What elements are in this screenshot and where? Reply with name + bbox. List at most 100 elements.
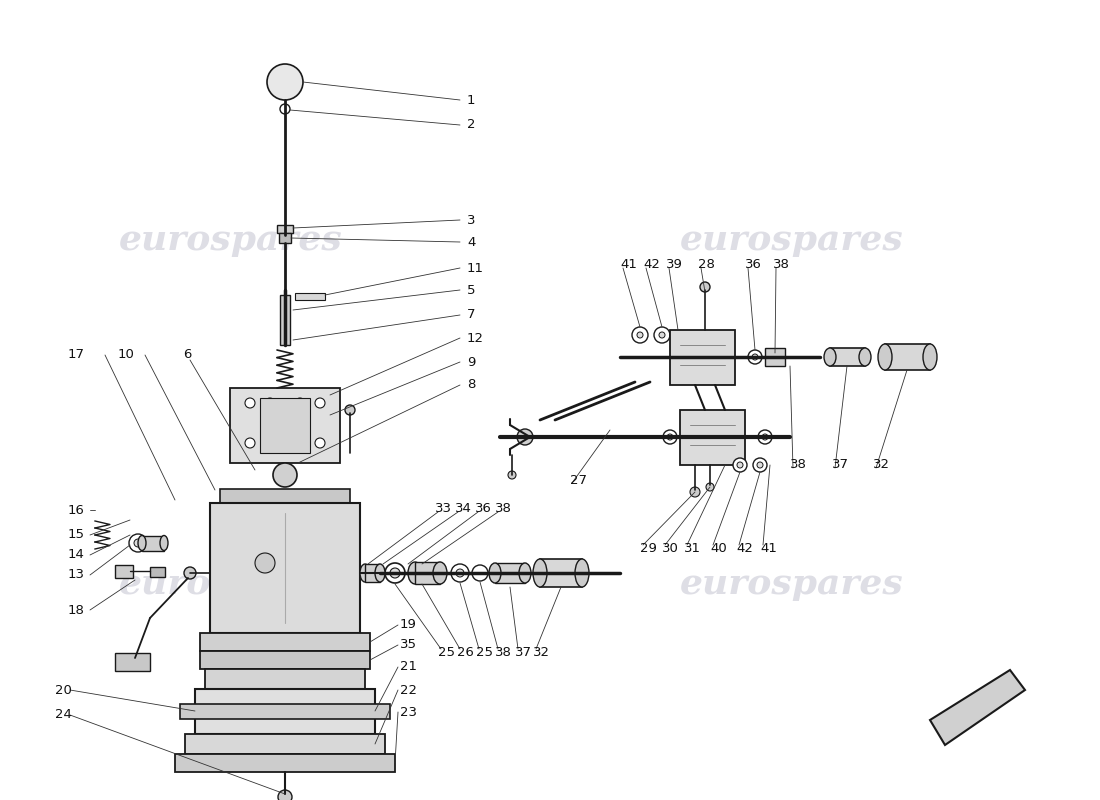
Circle shape bbox=[255, 553, 275, 573]
Text: 28: 28 bbox=[698, 258, 715, 271]
Circle shape bbox=[456, 569, 464, 577]
Text: 19: 19 bbox=[400, 618, 417, 631]
Circle shape bbox=[265, 438, 275, 448]
Circle shape bbox=[315, 398, 324, 408]
Circle shape bbox=[748, 350, 762, 364]
Circle shape bbox=[752, 354, 758, 360]
Circle shape bbox=[278, 790, 292, 800]
Ellipse shape bbox=[859, 348, 871, 366]
Text: 42: 42 bbox=[736, 542, 752, 554]
Ellipse shape bbox=[360, 564, 370, 582]
Text: 38: 38 bbox=[495, 502, 512, 514]
Text: 23: 23 bbox=[400, 706, 417, 718]
Bar bbox=[200, 651, 370, 669]
Circle shape bbox=[663, 430, 676, 444]
Text: eurospares: eurospares bbox=[680, 567, 904, 601]
Circle shape bbox=[733, 458, 747, 472]
Text: 7: 7 bbox=[468, 309, 475, 322]
Circle shape bbox=[762, 434, 768, 440]
Text: 38: 38 bbox=[790, 458, 807, 471]
Text: 2: 2 bbox=[468, 118, 475, 131]
Bar bbox=[260, 398, 310, 453]
Text: 26: 26 bbox=[456, 646, 474, 659]
Text: 38: 38 bbox=[495, 646, 512, 659]
Bar bbox=[277, 225, 293, 233]
Text: 16: 16 bbox=[68, 503, 85, 517]
Circle shape bbox=[273, 463, 297, 487]
Polygon shape bbox=[930, 670, 1025, 745]
Text: 15: 15 bbox=[68, 529, 85, 542]
Text: 39: 39 bbox=[666, 258, 683, 271]
Text: 1: 1 bbox=[468, 94, 475, 106]
Bar bbox=[175, 754, 395, 772]
Ellipse shape bbox=[824, 348, 836, 366]
Bar bbox=[150, 567, 165, 577]
Text: 12: 12 bbox=[468, 331, 484, 345]
Bar bbox=[680, 410, 745, 465]
Circle shape bbox=[637, 332, 644, 338]
Text: 25: 25 bbox=[476, 646, 493, 659]
Ellipse shape bbox=[160, 535, 168, 550]
Circle shape bbox=[667, 434, 673, 440]
Ellipse shape bbox=[408, 562, 422, 584]
Bar bbox=[495, 563, 525, 583]
Text: 18: 18 bbox=[68, 603, 85, 617]
Text: 29: 29 bbox=[640, 542, 657, 554]
Ellipse shape bbox=[433, 562, 447, 584]
Text: 27: 27 bbox=[570, 474, 587, 486]
Text: 17: 17 bbox=[68, 349, 85, 362]
Circle shape bbox=[267, 64, 303, 100]
Circle shape bbox=[690, 487, 700, 497]
Circle shape bbox=[129, 534, 147, 552]
Text: 31: 31 bbox=[684, 542, 701, 554]
Circle shape bbox=[632, 327, 648, 343]
Text: 32: 32 bbox=[873, 458, 890, 471]
Text: 36: 36 bbox=[745, 258, 762, 271]
Text: 38: 38 bbox=[773, 258, 790, 271]
Text: 32: 32 bbox=[534, 646, 550, 659]
Bar bbox=[886, 344, 929, 370]
Text: eurospares: eurospares bbox=[680, 223, 904, 257]
Bar bbox=[415, 562, 440, 584]
Text: 35: 35 bbox=[400, 638, 417, 651]
Text: 37: 37 bbox=[515, 646, 532, 659]
Text: 42: 42 bbox=[644, 258, 660, 271]
Bar bbox=[764, 348, 785, 366]
Text: 24: 24 bbox=[55, 709, 72, 722]
Text: 11: 11 bbox=[468, 262, 484, 274]
Bar bbox=[200, 633, 370, 651]
Bar bbox=[295, 293, 324, 300]
Text: 9: 9 bbox=[468, 355, 475, 369]
Text: 34: 34 bbox=[455, 502, 472, 514]
Circle shape bbox=[245, 438, 255, 448]
Text: 20: 20 bbox=[55, 683, 72, 697]
Text: 5: 5 bbox=[468, 283, 475, 297]
Circle shape bbox=[295, 438, 305, 448]
Bar bbox=[185, 734, 385, 754]
Circle shape bbox=[700, 282, 710, 292]
Text: 37: 37 bbox=[832, 458, 849, 471]
Circle shape bbox=[659, 332, 666, 338]
Circle shape bbox=[184, 567, 196, 579]
Circle shape bbox=[245, 398, 255, 408]
Circle shape bbox=[517, 429, 534, 445]
Text: 21: 21 bbox=[400, 661, 417, 674]
Ellipse shape bbox=[490, 563, 500, 583]
Text: 8: 8 bbox=[468, 378, 475, 391]
Bar bbox=[670, 330, 735, 385]
Ellipse shape bbox=[375, 564, 385, 582]
Circle shape bbox=[390, 568, 400, 578]
Text: 13: 13 bbox=[68, 569, 85, 582]
Circle shape bbox=[508, 471, 516, 479]
Bar bbox=[220, 489, 350, 503]
Text: 3: 3 bbox=[468, 214, 475, 226]
Ellipse shape bbox=[519, 563, 531, 583]
Bar bbox=[195, 689, 375, 734]
Circle shape bbox=[706, 483, 714, 491]
Circle shape bbox=[754, 458, 767, 472]
Bar bbox=[210, 503, 360, 633]
Text: 10: 10 bbox=[118, 349, 135, 362]
Circle shape bbox=[280, 104, 290, 114]
Circle shape bbox=[385, 563, 405, 583]
Text: 22: 22 bbox=[400, 683, 417, 697]
